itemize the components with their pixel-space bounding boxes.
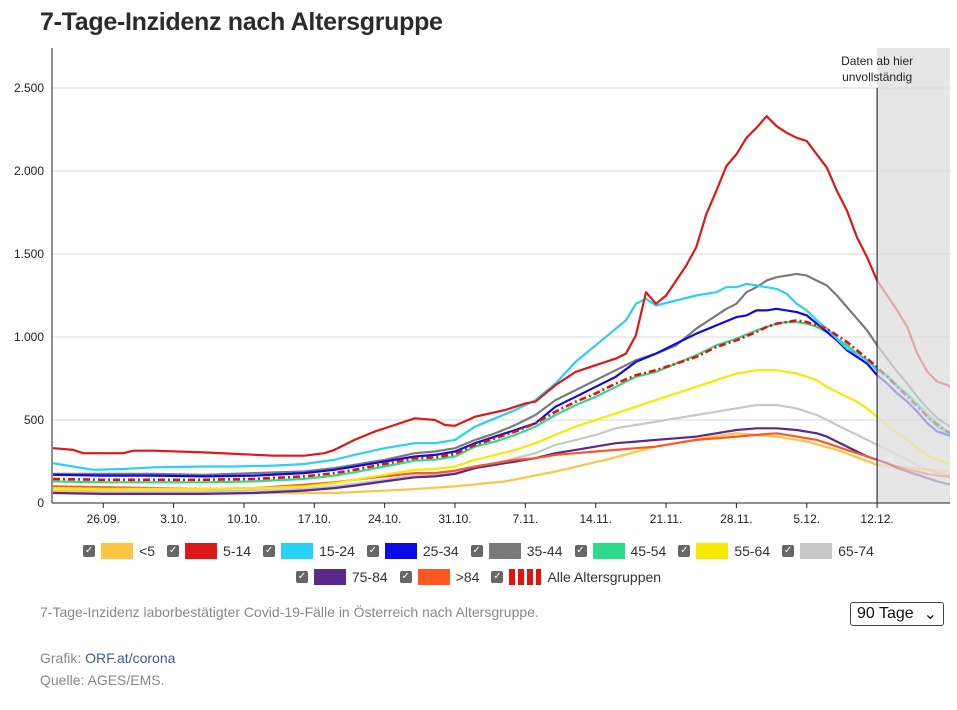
x-tick-label: 26.09. [87,512,120,526]
credit-graphic-label: Grafik: [40,650,82,666]
series-line-5 [52,432,878,495]
legend-label: 15-24 [319,543,355,559]
legend-row-1: ✓ <5 ✓ 5-14 ✓ 15-24 ✓ 25-34 ✓ 35-44 ✓ 45-54 ✓ 55-64 ✓ 6… [0,543,957,559]
series-line-5-14 [52,115,878,457]
legend-swatch [384,543,417,559]
x-tick-label: 10.10. [227,512,260,526]
checkbox-icon[interactable]: ✓ [399,571,412,583]
series-line-65-74 [52,404,878,493]
legend-item[interactable]: ✓ 25-34 [366,543,459,559]
series-line-55-64 [52,369,878,490]
legend-label: 25-34 [422,543,459,559]
series-line-15-24 [52,282,878,471]
checkbox-icon[interactable]: ✓ [295,571,308,583]
checkbox-icon[interactable]: ✓ [470,545,483,557]
checkbox-icon[interactable]: ✓ [574,545,587,557]
legend-swatch [509,569,542,585]
series-line-75-84-incomplete [877,458,950,486]
x-tick-label: 7.11. [512,512,538,526]
x-tick-label: 28.11. [720,512,752,526]
legend-item[interactable]: ✓ <5 [83,543,155,559]
y-tick-label: 2.000 [14,164,44,178]
series-line-25-34 [52,307,878,478]
legend-swatch [800,543,833,559]
series-line-84 [52,432,878,490]
incomplete-region [877,48,950,503]
series-line-5-14-incomplete [877,277,950,389]
series-line-55-64-incomplete [877,415,950,465]
checkbox-icon[interactable]: ✓ [167,545,180,557]
legend-item[interactable]: ✓ 15-24 [263,543,355,559]
legend-item[interactable]: ✓ 5-14 [167,543,251,559]
x-tick-label: 3.10. [160,512,187,526]
y-tick-label: 1.000 [14,330,44,344]
checkbox-icon[interactable]: ✓ [366,545,379,557]
checkbox-icon[interactable]: ✓ [491,571,504,583]
checkbox-icon[interactable]: ✓ [678,545,691,557]
series-line-45-54 [52,321,878,484]
line-chart: 0 500 1.000 1.500 2.000 2.500 26.09. 3.10. 10.10… [14,48,950,526]
series-line-15-24-incomplete [877,368,950,437]
credit-graphic: Grafik: ORF.at/corona [40,650,175,666]
legend-item[interactable]: ✓ >84 [399,569,480,585]
legend-label: 35-44 [526,543,563,559]
legend-swatch [488,543,521,559]
range-select-value: 90 Tage [857,605,914,622]
credit-source: Quelle: AGES/EMS. [40,672,165,688]
legend-item[interactable]: ✓ Alle Altersgruppen [491,569,661,585]
legend-item[interactable]: ✓ 35-44 [470,543,563,559]
x-tick-label: 5.12. [793,512,820,526]
legend-label: 45-54 [630,543,667,559]
legend-swatch [696,543,729,559]
legend-swatch [592,543,625,559]
credit-graphic-link[interactable]: ORF.at/corona [85,650,176,666]
series-line-alle-altersgruppen [52,319,878,482]
series-line-35-44-incomplete [877,343,950,428]
x-tick-label: 17.10. [298,512,331,526]
range-select[interactable]: 90 Tage ⌄ [850,602,944,626]
series-line-65-74-incomplete [877,443,950,477]
x-tick-label: 12.12. [860,512,893,526]
legend-swatch [101,543,134,559]
x-tick-label: 24.10. [368,512,401,526]
chevron-down-icon: ⌄ [923,606,937,623]
legend-label: <5 [139,543,156,559]
series-line-45-54-incomplete [877,367,950,435]
series-line-25-34-incomplete [877,373,950,437]
checkbox-icon[interactable]: ✓ [782,545,795,557]
incomplete-label: unvollständig [842,70,912,84]
x-tick-label: 14.11. [579,512,611,526]
chart-title: 7-Tage-Inzidenz nach Altersgruppe [40,8,443,36]
legend-item[interactable]: ✓ 65-74 [782,543,874,559]
legend-label: 65-74 [838,543,874,559]
legend-label: >84 [455,569,480,585]
legend-item[interactable]: ✓ 45-54 [574,543,667,559]
legend-label: 5-14 [223,543,252,559]
legend-item[interactable]: ✓ 55-64 [678,543,770,559]
legend-label: 55-64 [734,543,771,559]
legend-label: 75-84 [351,569,388,585]
series-line-84-incomplete [877,458,950,478]
legend-swatch [417,569,450,585]
checkbox-icon[interactable]: ✓ [83,545,96,557]
y-tick-label: 1.500 [14,247,44,261]
chart-description: 7-Tage-Inzidenz laborbestätigter Covid-1… [40,604,539,620]
checkbox-icon[interactable]: ✓ [263,545,276,557]
x-tick-label: 31.10. [438,512,471,526]
series-line-alle-altersgruppen-incomplete [877,365,950,435]
y-tick-label: 0 [37,496,44,510]
y-tick-label: 2.500 [14,81,44,95]
y-tick-label: 500 [24,413,44,427]
series-line-75-84 [52,427,878,495]
legend-row-2: ✓ 75-84 ✓ >84 ✓ Alle Altersgruppen [0,569,957,585]
legend-swatch [313,569,346,585]
incomplete-label: Daten ab hier [841,54,913,68]
legend-swatch [281,543,314,559]
legend-swatch [185,543,218,559]
legend-item[interactable]: ✓ 75-84 [295,569,388,585]
legend-label: Alle Altersgruppen [547,569,662,585]
x-tick-label: 21.11. [650,512,682,526]
series-line-35-44 [53,272,878,476]
